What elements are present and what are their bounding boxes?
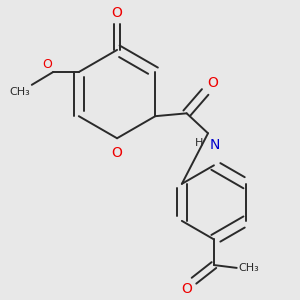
Text: O: O [181,282,192,296]
Text: O: O [112,146,122,160]
Text: CH₃: CH₃ [10,87,30,97]
Text: H: H [195,138,204,148]
Text: O: O [207,76,218,90]
Text: CH₃: CH₃ [238,263,259,273]
Text: N: N [209,138,220,152]
Text: O: O [42,58,52,70]
Text: O: O [112,6,122,20]
